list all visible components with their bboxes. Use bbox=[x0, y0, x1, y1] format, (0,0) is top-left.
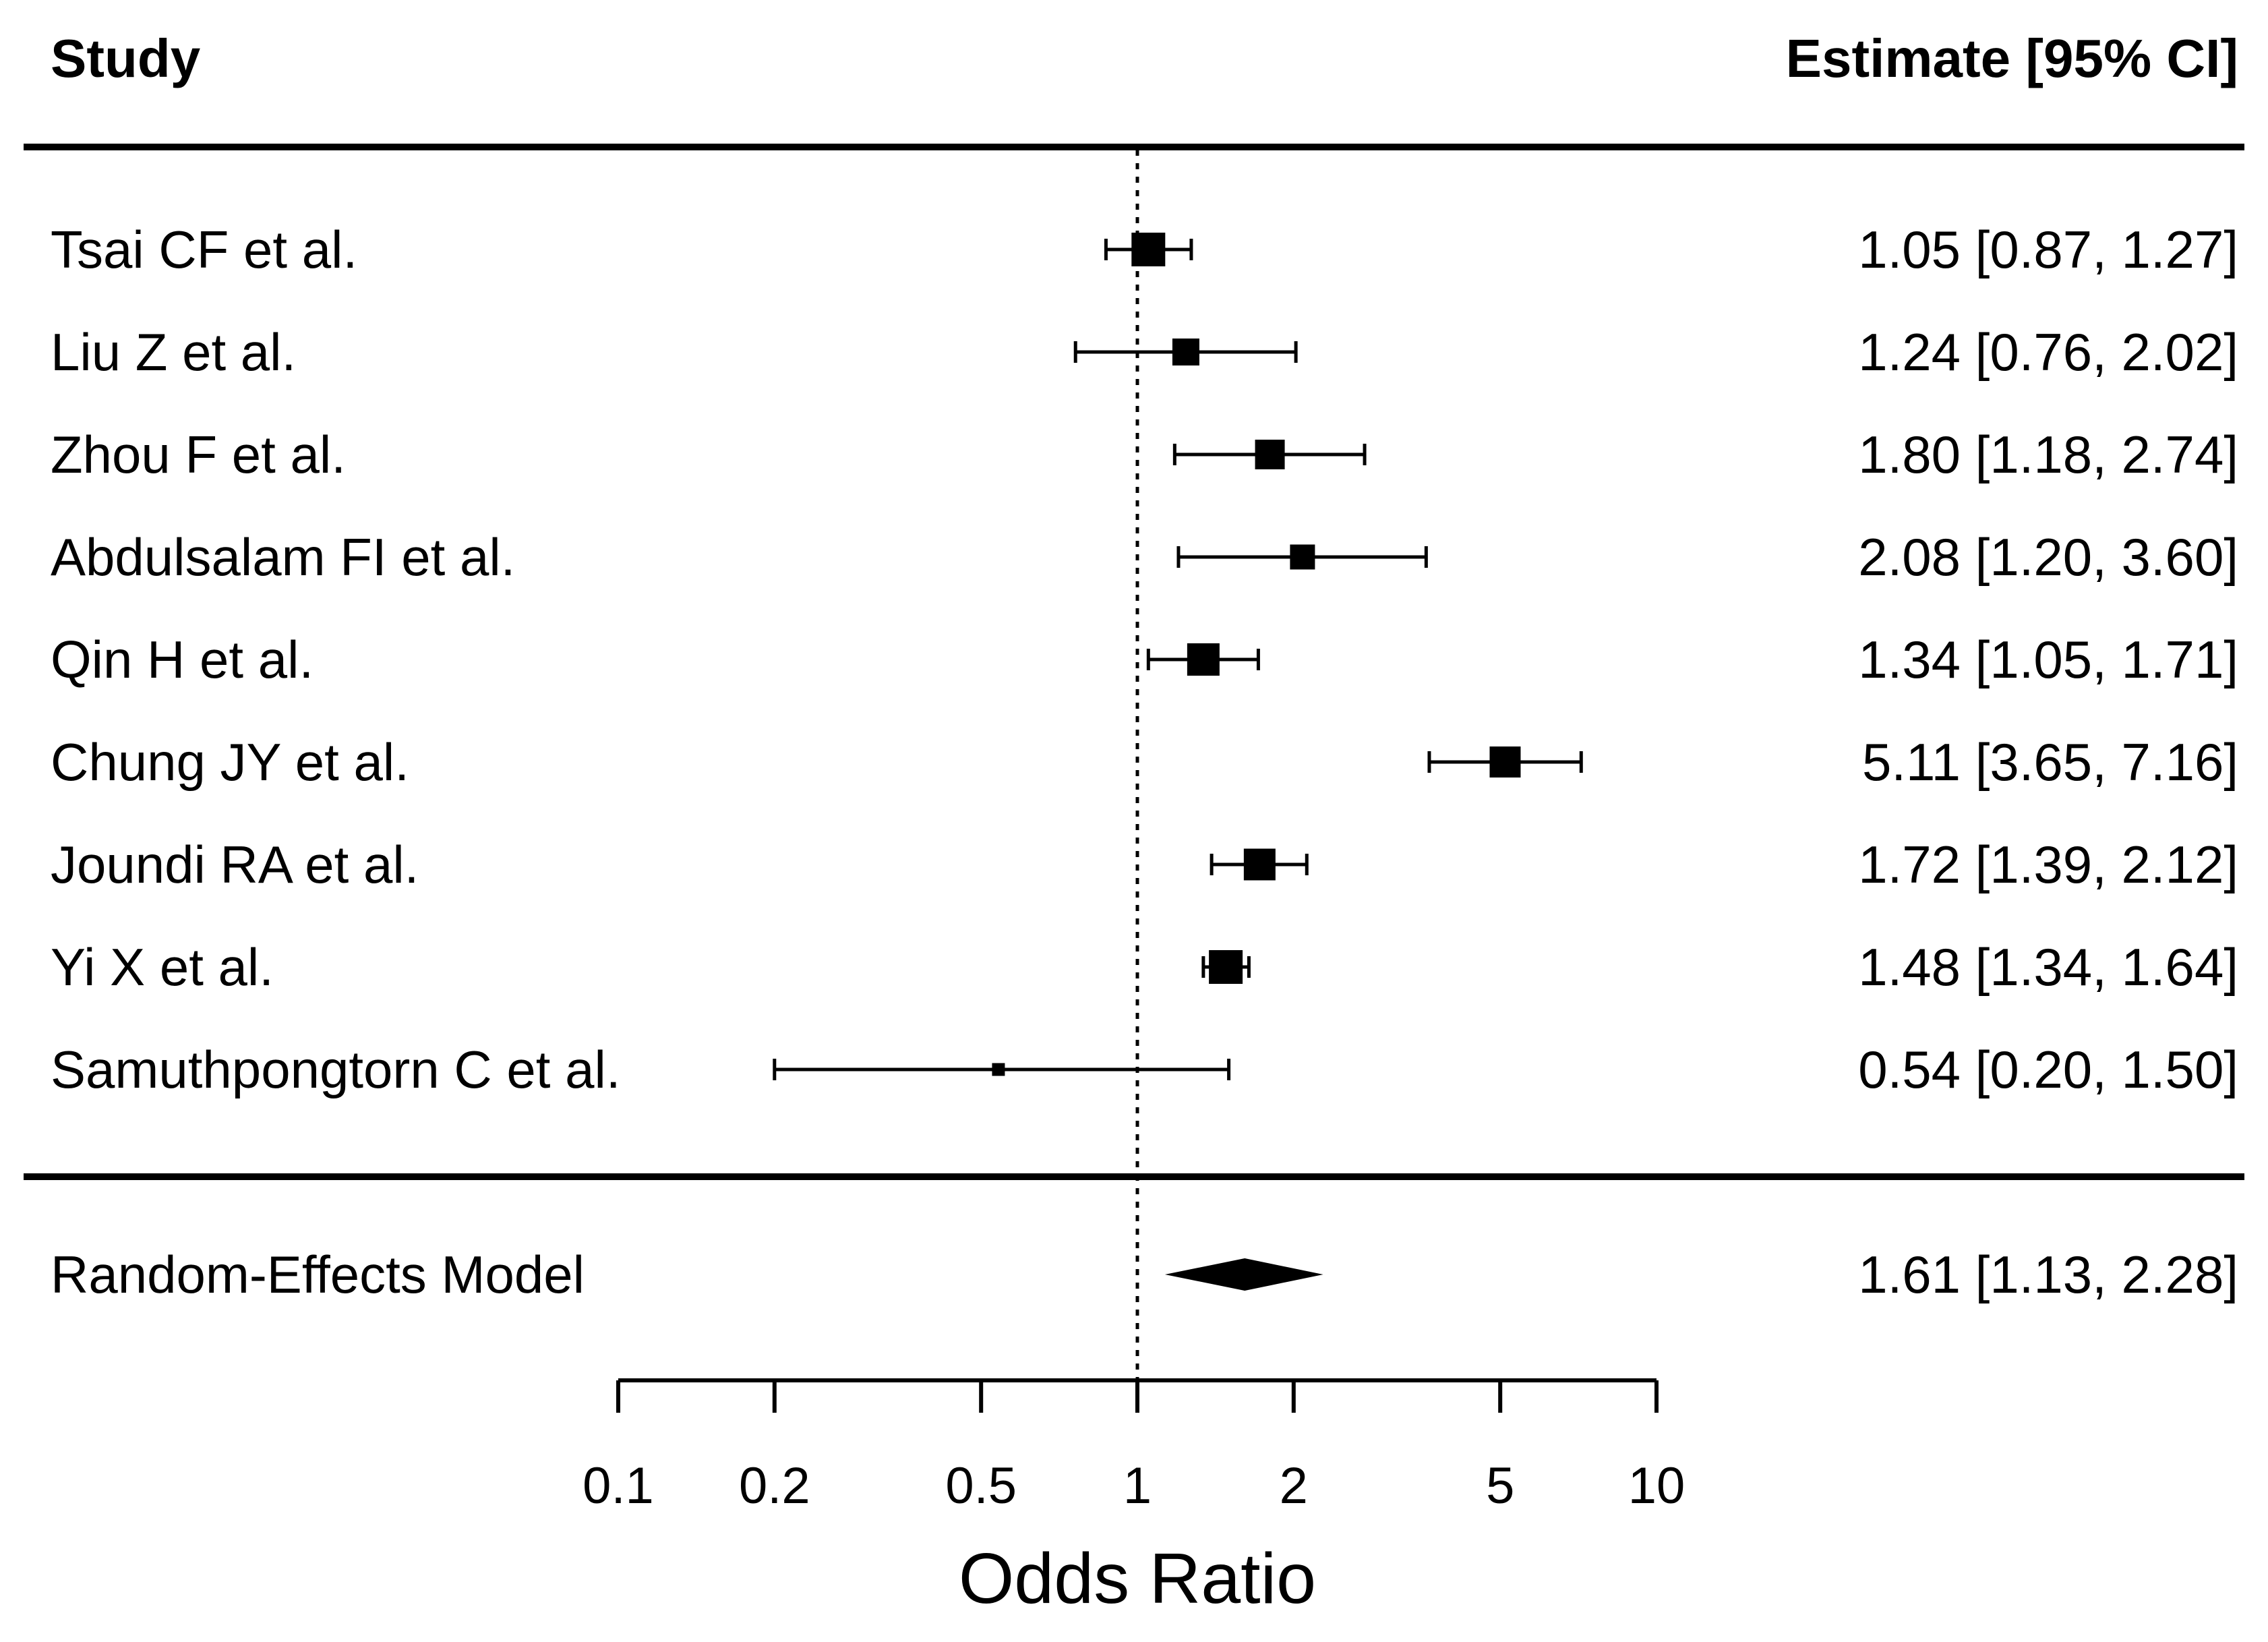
study-label: Liu Z et al. bbox=[51, 322, 296, 382]
estimate-value: 2.08 [1.20, 3.60] bbox=[1858, 527, 2238, 587]
study-label: Yi X et al. bbox=[51, 937, 274, 997]
point-estimate-square bbox=[1209, 950, 1243, 984]
point-estimate-square bbox=[1172, 339, 1199, 365]
estimate-value: 1.80 [1.18, 2.74] bbox=[1858, 425, 2238, 484]
x-axis-tick-label: 0.5 bbox=[945, 1457, 1017, 1515]
study-row: Chung JY et al. 5.11 [3.65, 7.16] bbox=[51, 732, 2238, 792]
x-axis-layer: 0.1 0.2 0.5 1 2 5 10 bbox=[583, 1378, 1685, 1515]
point-estimate-square bbox=[1131, 233, 1166, 266]
study-row: Abdulsalam FI et al. 2.08 [1.20, 3.60] bbox=[51, 527, 2238, 587]
divider-lines-layer bbox=[24, 144, 2244, 1180]
x-axis-tick-label: 10 bbox=[1628, 1457, 1685, 1515]
study-row: Yi X et al. 1.48 [1.34, 1.64] bbox=[51, 937, 2238, 997]
estimate-value: 1.72 [1.39, 2.12] bbox=[1858, 835, 2238, 894]
summary-diamond-layer bbox=[1164, 1258, 1323, 1291]
estimate-value: 0.54 [0.20, 1.50] bbox=[1858, 1040, 2238, 1099]
x-axis-tick-label: 2 bbox=[1280, 1457, 1308, 1515]
study-row: Samuthpongtorn C et al. 0.54 [0.20, 1.50] bbox=[51, 1040, 2238, 1099]
study-row: Liu Z et al. 1.24 [0.76, 2.02] bbox=[51, 322, 2238, 382]
study-row: Zhou F et al. 1.80 [1.18, 2.74] bbox=[51, 425, 2238, 484]
estimate-value: 1.34 [1.05, 1.71] bbox=[1858, 630, 2238, 689]
x-axis-title: Odds Ratio bbox=[959, 1539, 1316, 1618]
point-estimate-square bbox=[1187, 643, 1220, 676]
point-estimate-square bbox=[1290, 544, 1315, 570]
x-axis-tick-label: 1 bbox=[1123, 1457, 1152, 1515]
study-label: Tsai CF et al. bbox=[51, 220, 357, 279]
estimate-value: 1.05 [0.87, 1.27] bbox=[1858, 220, 2238, 279]
study-label: Qin H et al. bbox=[51, 630, 314, 689]
study-row: Joundi RA et al. 1.72 [1.39, 2.12] bbox=[51, 835, 2238, 894]
point-estimate-square bbox=[992, 1063, 1005, 1076]
summary-estimate-value: 1.61 [1.13, 2.28] bbox=[1858, 1245, 2238, 1304]
point-estimate-square bbox=[1255, 440, 1285, 469]
summary-diamond bbox=[1164, 1258, 1323, 1291]
estimate-value: 1.24 [0.76, 2.02] bbox=[1858, 322, 2238, 382]
study-label: Zhou F et al. bbox=[51, 425, 346, 484]
study-label: Samuthpongtorn C et al. bbox=[51, 1040, 621, 1099]
study-label: Joundi RA et al. bbox=[51, 835, 419, 894]
point-estimate-square bbox=[1243, 848, 1276, 881]
study-row: Qin H et al. 1.34 [1.05, 1.71] bbox=[51, 630, 2238, 689]
study-rows-layer: Tsai CF et al. 1.05 [0.87, 1.27] Liu Z et … bbox=[51, 220, 2238, 1099]
x-axis-tick-label: 0.1 bbox=[583, 1457, 654, 1515]
point-estimate-square bbox=[1489, 746, 1521, 778]
x-axis-tick-label: 5 bbox=[1486, 1457, 1514, 1515]
study-row: Tsai CF et al. 1.05 [0.87, 1.27] bbox=[51, 220, 2238, 279]
estimate-value: 1.48 [1.34, 1.64] bbox=[1858, 937, 2238, 997]
study-column-header: Study bbox=[51, 28, 201, 88]
summary-row-label: Random-Effects Model bbox=[51, 1245, 585, 1304]
estimate-column-header: Estimate [95% CI] bbox=[1786, 28, 2238, 88]
study-label: Abdulsalam FI et al. bbox=[51, 527, 515, 587]
estimate-value: 5.11 [3.65, 7.16] bbox=[1862, 732, 2238, 792]
x-axis-tick-label: 0.2 bbox=[739, 1457, 810, 1515]
study-label: Chung JY et al. bbox=[51, 732, 409, 792]
